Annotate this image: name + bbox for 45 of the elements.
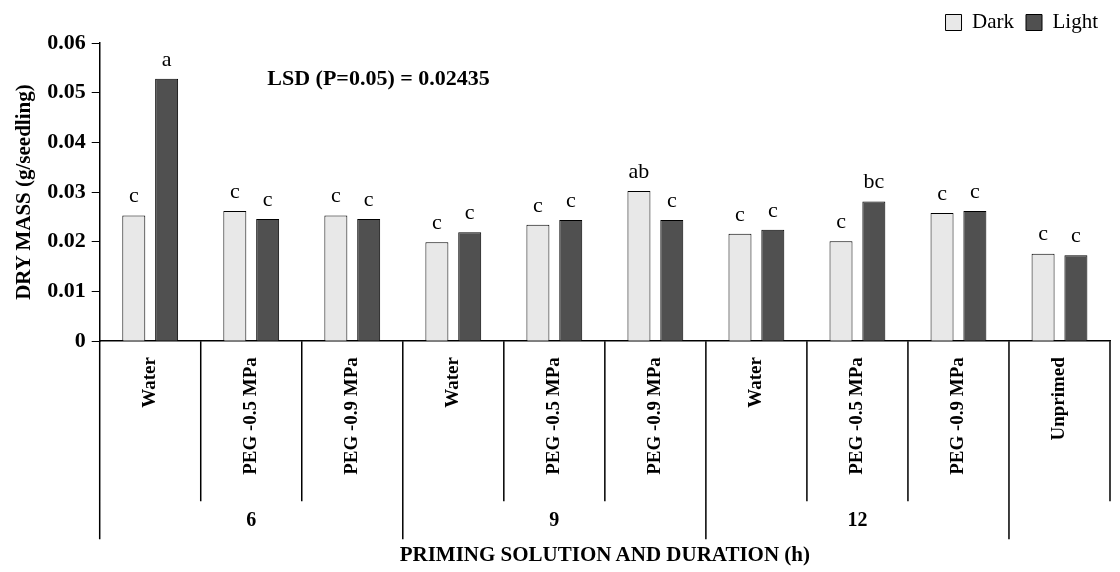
data-label: a — [161, 45, 172, 71]
y-tick-label: 0.04 — [47, 128, 86, 154]
x-tick-label: PEG -0.5 MPa — [542, 356, 564, 475]
y-tick-label: 0.03 — [47, 177, 86, 203]
data-label: c — [666, 186, 677, 212]
annotation: LSD (P=0.05) = 0.02435 — [267, 64, 490, 90]
data-label: c — [1071, 221, 1082, 247]
data-label: c — [330, 182, 341, 208]
data-label: c — [464, 199, 475, 225]
legend-label: Dark — [972, 9, 1015, 34]
y-tick-label: 0.05 — [47, 78, 86, 104]
x-tick-label: PEG -0.9 MPa — [340, 356, 362, 475]
x-axis-title: PRIMING SOLUTION AND DURATION (h) — [399, 541, 811, 566]
data-label: c — [432, 209, 442, 235]
data-label: c — [565, 186, 576, 212]
data-label: c — [767, 196, 778, 222]
legend-label: Light — [1052, 9, 1099, 34]
text: 12 — [847, 508, 868, 531]
x-tick-label: Water — [138, 356, 160, 408]
x-tick-label: Water — [441, 356, 463, 408]
x-tick-label: PEG -0.5 MPa — [845, 356, 867, 475]
data-label: c — [735, 200, 746, 226]
data-label: c — [128, 182, 139, 208]
data-label: c — [229, 177, 240, 203]
y-axis-title: DRY MASS (g/seedling) — [11, 84, 36, 300]
data-label: bc — [863, 168, 885, 194]
y-tick-label: 0 — [74, 326, 86, 352]
x-tick-label: PEG -0.5 MPa — [239, 356, 261, 475]
data-label: ab — [628, 157, 650, 183]
x-tick-label: Unprimed — [1047, 356, 1069, 441]
data-label: c — [533, 191, 544, 217]
x-tick-label: Water — [744, 356, 766, 408]
text: 6 — [246, 508, 257, 531]
x-tick-label: PEG -0.9 MPa — [946, 356, 968, 475]
y-tick-label: 0.06 — [47, 28, 86, 54]
data-label: c — [1038, 220, 1049, 246]
text: 9 — [549, 508, 560, 531]
y-tick-label: 0.02 — [47, 227, 86, 253]
data-label: c — [937, 179, 948, 205]
data-label: c — [836, 208, 847, 234]
x-tick-label: PEG -0.9 MPa — [643, 356, 665, 475]
data-label: c — [969, 177, 980, 203]
y-tick-label: 0.01 — [47, 277, 86, 303]
data-label: c — [262, 185, 273, 211]
data-label: c — [363, 185, 374, 211]
